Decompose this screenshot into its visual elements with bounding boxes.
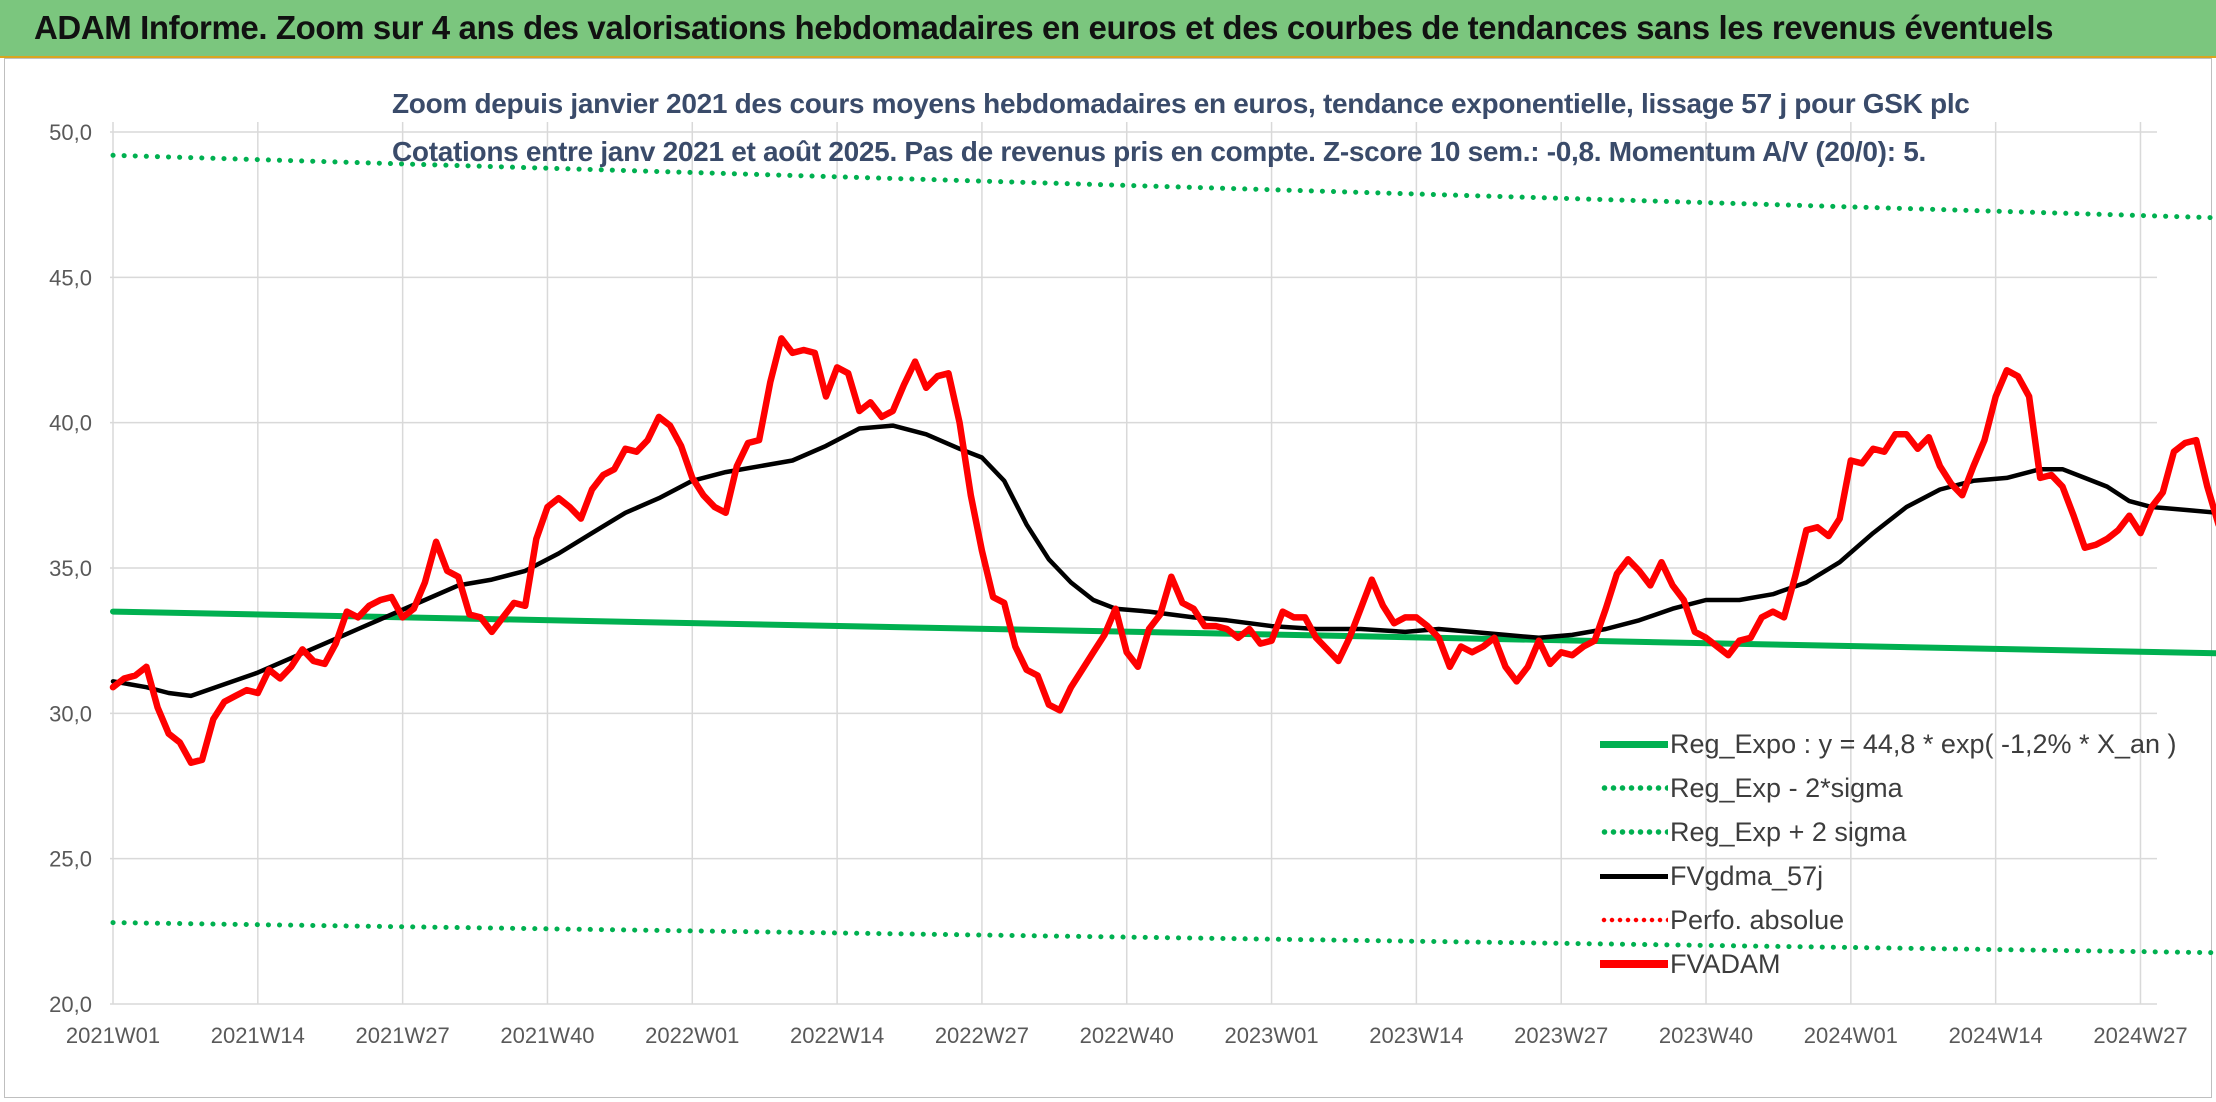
x-tick-label: 2024W27 [2093,1023,2187,1048]
legend-item-fvgdma: FVgdma_57j [1600,854,2177,898]
x-tick-label: 2021W40 [500,1023,594,1048]
x-tick-label: 2022W27 [935,1023,1029,1048]
y-tick-label: 20,0 [49,992,92,1017]
legend-label: Reg_Exp + 2 sigma [1670,816,1907,847]
x-tick-label: 2022W14 [790,1023,884,1048]
series-line-5 [109,335,2216,766]
chart-frame [4,58,2212,1098]
grid-lines [110,122,2157,1005]
legend-label: Perfo. absolue [1670,904,1845,935]
chart-legend: Reg_Expo : y = 44,8 * exp( -1,2% * X_an … [1600,722,2177,986]
x-tick-label: 2024W01 [1804,1023,1898,1048]
y-tick-label: 40,0 [49,411,92,436]
legend-swatch-dotted-green [1600,826,1668,838]
legend-swatch-solid-black [1600,873,1668,879]
legend-swatch-dotted-red [1600,914,1668,926]
report-title: ADAM Informe. Zoom sur 4 ans des valoris… [34,9,2054,46]
series-line-3 [110,423,2216,699]
y-tick-label: 35,0 [49,556,92,581]
y-tick-label: 25,0 [49,847,92,872]
legend-swatch-dotted-green [1600,782,1668,794]
y-tick-label: 50,0 [49,120,92,145]
legend-item-reg-exp-plus: Reg_Exp + 2 sigma [1600,810,2177,854]
x-tick-label: 2022W40 [1080,1023,1174,1048]
y-tick-label: 45,0 [49,265,92,290]
x-tick-label: 2022W01 [645,1023,739,1048]
header-banner: ADAM Informe. Zoom sur 4 ans des valoris… [0,0,2216,58]
x-tick-label: 2024W14 [1949,1023,2043,1048]
x-tick-label: 2023W27 [1514,1023,1608,1048]
legend-label: FVgdma_57j [1670,860,1824,891]
y-axis-ticks: 20,0 25,0 30,0 35,0 40,0 45,0 50,0 [49,120,92,1017]
x-tick-label: 2023W01 [1224,1023,1318,1048]
legend-item-perfo: Perfo. absolue [1600,898,2177,942]
chart-title-line-1: Zoom depuis janvier 2021 des cours moyen… [392,88,1970,119]
x-axis-ticks: 2021W01 2021W14 2021W27 2021W40 2022W01 2022W… [66,1023,2188,1048]
series-line-2 [110,152,2216,221]
x-tick-label: 2021W14 [211,1023,305,1048]
series-line-0 [110,608,2216,657]
chart-title-line-2: Cotations entre janv 2021 et août 2025. … [392,136,1926,167]
legend-item-reg-expo: Reg_Expo : y = 44,8 * exp( -1,2% * X_an … [1600,722,2177,766]
legend-swatch-solid-red [1600,960,1668,968]
legend-label: FVADAM [1670,948,1781,979]
legend-item-reg-exp-minus: Reg_Exp - 2*sigma [1600,766,2177,810]
x-tick-label: 2023W14 [1369,1023,1463,1048]
y-tick-label: 30,0 [49,701,92,726]
legend-item-fvadam: FVADAM [1600,942,2177,986]
legend-swatch-solid-green [1600,740,1668,748]
legend-label: Reg_Exp - 2*sigma [1670,772,1903,803]
series-lines [109,152,2216,956]
x-tick-label: 2023W40 [1659,1023,1753,1048]
series-line-1 [110,920,2216,956]
x-tick-label: 2021W01 [66,1023,160,1048]
legend-label: Reg_Expo : y = 44,8 * exp( -1,2% * X_an … [1670,728,2177,759]
x-tick-label: 2021W27 [356,1023,450,1048]
